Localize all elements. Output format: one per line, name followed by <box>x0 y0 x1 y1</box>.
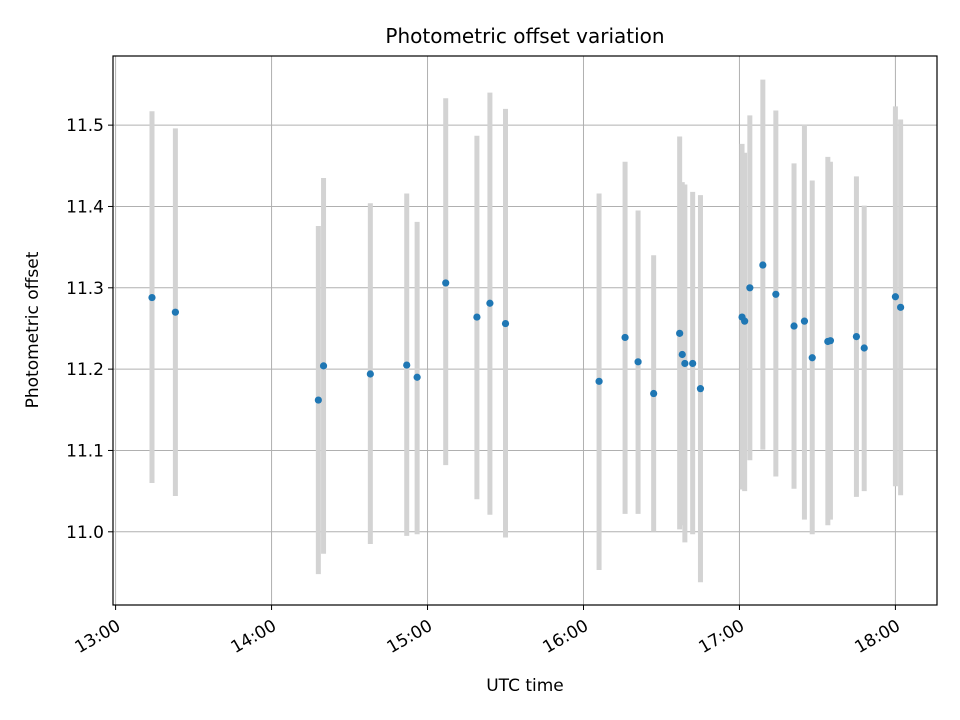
chart-title: Photometric offset variation <box>385 24 664 48</box>
y-tick-label: 11.4 <box>66 197 104 217</box>
data-point <box>681 359 689 368</box>
y-tick-label: 11.2 <box>66 360 104 380</box>
data-point <box>689 359 697 368</box>
data-point <box>772 290 780 298</box>
data-point <box>319 362 328 370</box>
x-axis-title: UTC time <box>486 676 564 696</box>
data-point <box>413 373 421 381</box>
data-point <box>741 317 749 325</box>
point-layer <box>148 261 905 404</box>
y-tick-label: 11.3 <box>66 279 104 299</box>
data-point <box>808 354 816 362</box>
data-point <box>442 279 450 287</box>
data-point <box>676 329 684 337</box>
data-point <box>486 299 494 307</box>
data-point <box>897 303 905 311</box>
y-axis-title: Photometric offset <box>23 251 43 408</box>
data-point <box>621 333 629 342</box>
data-point <box>148 293 156 302</box>
data-point <box>759 261 767 269</box>
tick-layer: 13:00 14:00 15:00 16:00 17:00 18:0011.011.111… <box>66 116 904 658</box>
data-point <box>595 377 603 385</box>
data-point <box>746 284 754 292</box>
y-tick-label: 11.0 <box>66 523 104 543</box>
data-point <box>891 293 900 301</box>
data-point <box>696 385 705 393</box>
data-point <box>366 370 374 378</box>
data-point <box>826 337 835 345</box>
data-point <box>860 344 868 352</box>
data-point <box>473 313 481 321</box>
plot-frame <box>112 55 938 606</box>
data-point <box>650 389 658 398</box>
data-point <box>852 333 861 341</box>
data-point <box>790 322 798 330</box>
data-point <box>800 317 809 325</box>
data-point <box>634 358 642 366</box>
data-point <box>171 308 179 316</box>
y-tick-label: 11.5 <box>66 116 104 136</box>
data-point <box>501 319 510 328</box>
data-point <box>403 361 411 369</box>
y-tick-label: 11.1 <box>66 441 104 461</box>
data-point <box>314 396 322 404</box>
data-point <box>678 350 686 359</box>
